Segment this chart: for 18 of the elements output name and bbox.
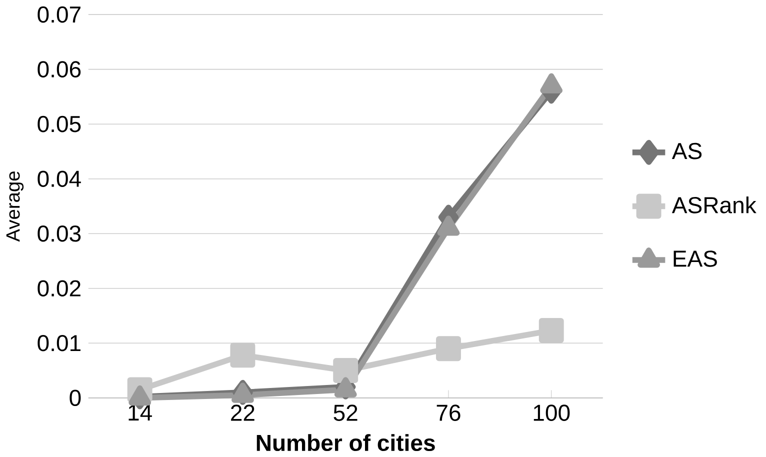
x-tick-label: 14 [128,404,152,420]
x-tick-label: 22 [231,404,254,421]
y-tick-label: 0.05 [38,116,81,132]
y-axis-title: Average [6,171,24,242]
y-tick-label: 0.02 [38,280,80,296]
y-tick-label: 0 [70,390,81,406]
x-axis-title: Number of cities [256,434,435,451]
x-tick-label: 100 [534,404,570,421]
legend-label: ASRank [672,196,756,214]
x-tick-label: 52 [334,404,358,421]
x-tick-label: 76 [436,404,460,421]
y-tick-label: 0.01 [38,334,80,352]
y-tick-label: 0.03 [38,225,81,242]
y-tick-label: 0.07 [38,6,80,22]
y-tick-label: 0.04 [38,170,81,187]
legend-label: AS [672,142,702,159]
y-tick-label: 0.06 [38,60,81,78]
legend-label: EAS [674,250,717,267]
